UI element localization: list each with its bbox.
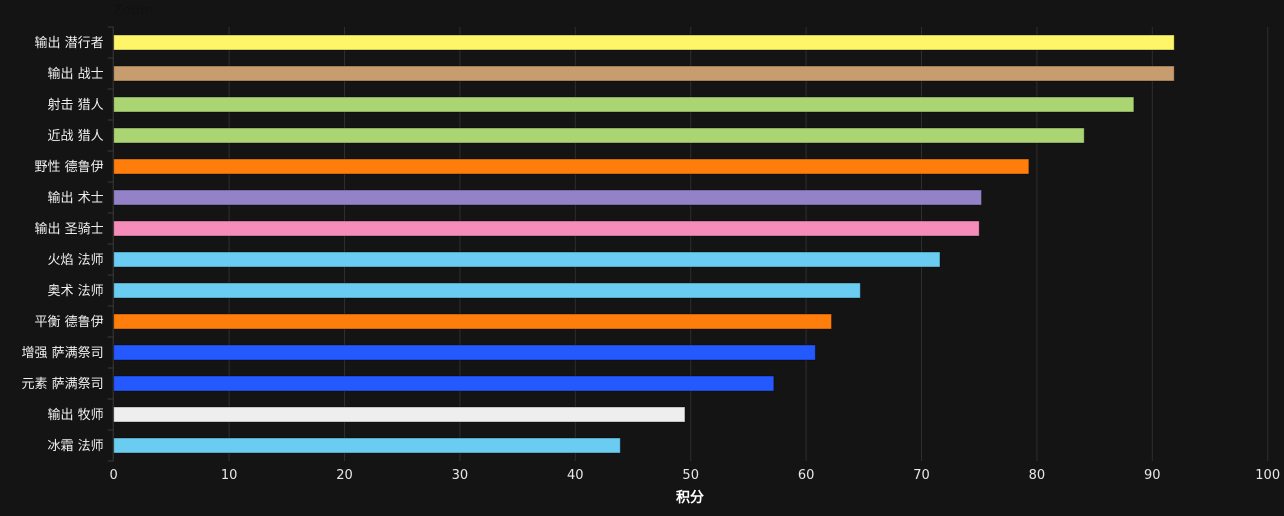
y-category-label: 奥术 法师 (48, 284, 104, 299)
bar (113, 313, 832, 330)
y-category-label: 火焰 法师 (48, 253, 104, 268)
x-tick-label: 40 (567, 468, 584, 483)
x-tick-label: 60 (798, 468, 815, 483)
y-category-label: 射击 猎人 (48, 97, 104, 113)
x-tick-label: 20 (336, 468, 353, 483)
chart-title: Zoom (113, 3, 153, 19)
bar (113, 375, 775, 392)
y-category-label: 元素 萨满祭司 (22, 377, 104, 392)
bar (113, 96, 1135, 113)
y-category-label: 近战 猎人 (48, 129, 104, 144)
x-tick-label: 90 (1144, 468, 1161, 483)
x-tick-label: 0 (110, 468, 118, 483)
y-category-label: 输出 术士 (48, 190, 104, 206)
x-tick-label: 70 (913, 468, 930, 483)
y-category-label: 平衡 德鲁伊 (35, 315, 104, 330)
y-category-label: 输出 潜行者 (35, 35, 104, 51)
bar (113, 189, 983, 206)
y-category-label: 输出 圣骑士 (35, 221, 104, 237)
y-category-label: 野性 德鲁伊 (35, 160, 104, 175)
x-axis-label: 积分 (676, 489, 704, 506)
bar (113, 127, 1085, 144)
bar (113, 158, 1030, 175)
bar (113, 344, 816, 361)
y-category-label: 冰霜 法师 (48, 439, 104, 454)
bar (113, 251, 941, 268)
bar (113, 406, 686, 423)
x-tick-label: 100 (1255, 468, 1280, 483)
y-category-label: 增强 萨满祭司 (22, 346, 104, 361)
y-category-label: 输出 牧师 (48, 407, 104, 423)
x-tick-label: 30 (452, 468, 469, 483)
bar (113, 282, 861, 299)
bar (113, 437, 621, 454)
bar (113, 220, 980, 237)
x-tick-label: 50 (682, 468, 699, 483)
y-category-label: 输出 战士 (48, 66, 104, 82)
x-tick-label: 80 (1029, 468, 1046, 483)
bar (113, 65, 1175, 82)
x-tick-label: 10 (221, 468, 238, 483)
bar (113, 34, 1175, 51)
